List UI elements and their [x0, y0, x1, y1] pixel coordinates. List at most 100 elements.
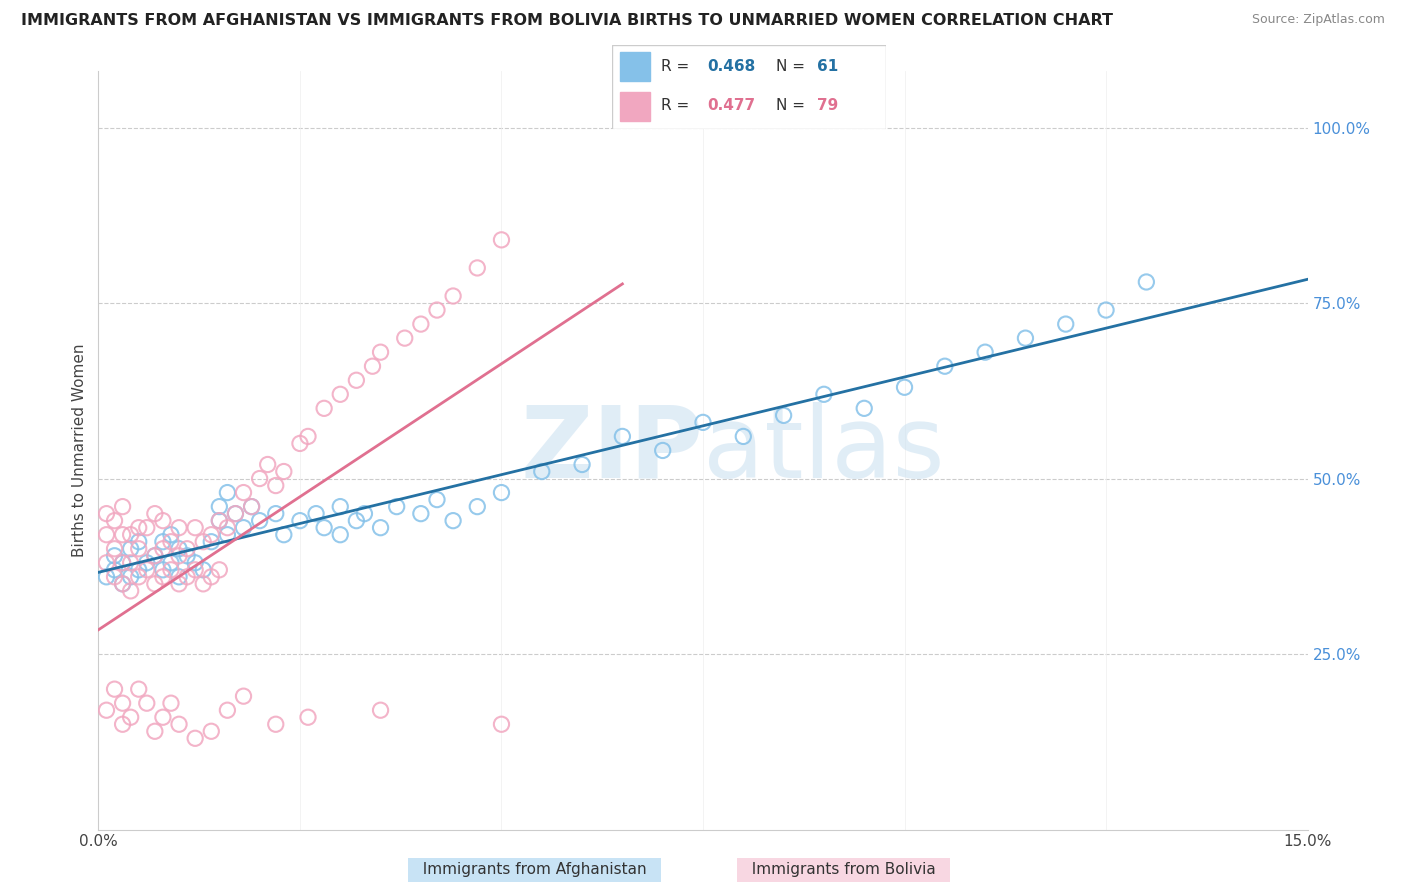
Point — [167, 570, 190, 584]
Point — [200, 527, 222, 541]
Point — [120, 583, 142, 598]
Point — [111, 577, 134, 591]
Point — [217, 703, 239, 717]
Point — [193, 563, 215, 577]
Point — [184, 731, 207, 746]
Point — [111, 696, 134, 710]
Point — [103, 549, 125, 563]
Point — [96, 703, 118, 717]
Point — [160, 534, 183, 549]
Point — [111, 556, 134, 570]
Point — [465, 500, 488, 514]
Point — [135, 563, 157, 577]
Point — [370, 703, 392, 717]
Point — [441, 289, 464, 303]
Point — [120, 570, 142, 584]
Point — [160, 556, 183, 570]
Point — [208, 500, 231, 514]
Text: 79: 79 — [817, 98, 838, 112]
Point — [733, 429, 755, 443]
Point — [361, 359, 384, 374]
Point — [152, 563, 174, 577]
Point — [184, 556, 207, 570]
FancyBboxPatch shape — [612, 45, 886, 129]
Point — [1014, 331, 1036, 345]
Text: IMMIGRANTS FROM AFGHANISTAN VS IMMIGRANTS FROM BOLIVIA BIRTHS TO UNMARRIED WOMEN: IMMIGRANTS FROM AFGHANISTAN VS IMMIGRANT… — [21, 13, 1114, 29]
Point — [128, 682, 150, 697]
Text: R =: R = — [661, 98, 695, 112]
Text: R =: R = — [661, 59, 695, 74]
Point — [394, 331, 416, 345]
Point — [111, 577, 134, 591]
Text: N =: N = — [776, 59, 810, 74]
Point — [571, 458, 593, 472]
Point — [249, 514, 271, 528]
Point — [152, 541, 174, 556]
Point — [1135, 275, 1157, 289]
Text: Immigrants from Bolivia: Immigrants from Bolivia — [742, 863, 945, 877]
Point — [692, 416, 714, 430]
Point — [143, 724, 166, 739]
Text: Immigrants from Afghanistan: Immigrants from Afghanistan — [412, 863, 657, 877]
Point — [491, 717, 513, 731]
Point — [193, 534, 215, 549]
Point — [813, 387, 835, 401]
Point — [409, 317, 432, 331]
Point — [128, 534, 150, 549]
Point — [128, 521, 150, 535]
Point — [103, 682, 125, 697]
Point — [441, 514, 464, 528]
Point — [160, 527, 183, 541]
Point — [128, 563, 150, 577]
Point — [167, 577, 190, 591]
Point — [152, 570, 174, 584]
Point — [1054, 317, 1077, 331]
Point — [120, 541, 142, 556]
Text: N =: N = — [776, 98, 810, 112]
Point — [111, 500, 134, 514]
Point — [853, 401, 876, 416]
Point — [409, 507, 432, 521]
Point — [329, 500, 352, 514]
Point — [314, 521, 336, 535]
Point — [974, 345, 997, 359]
Point — [893, 380, 915, 394]
Point — [530, 465, 553, 479]
Point — [329, 387, 352, 401]
Point — [96, 507, 118, 521]
FancyBboxPatch shape — [620, 92, 650, 120]
Point — [200, 534, 222, 549]
Point — [264, 478, 287, 492]
Point — [344, 373, 367, 387]
Point — [103, 563, 125, 577]
Point — [273, 527, 295, 541]
Point — [208, 514, 231, 528]
Point — [152, 710, 174, 724]
Point — [143, 577, 166, 591]
Point — [264, 507, 287, 521]
Point — [232, 689, 254, 703]
Point — [370, 521, 392, 535]
Point — [224, 507, 246, 521]
Point — [232, 485, 254, 500]
Text: Source: ZipAtlas.com: Source: ZipAtlas.com — [1251, 13, 1385, 27]
Point — [934, 359, 956, 374]
Point — [256, 458, 278, 472]
Point — [224, 507, 246, 521]
Point — [288, 514, 311, 528]
Point — [111, 717, 134, 731]
Text: atlas: atlas — [703, 402, 945, 499]
Point — [1095, 303, 1118, 318]
Point — [288, 436, 311, 450]
Point — [314, 401, 336, 416]
Point — [297, 429, 319, 443]
Point — [167, 717, 190, 731]
Point — [232, 521, 254, 535]
Point — [96, 556, 118, 570]
Point — [491, 485, 513, 500]
Point — [184, 563, 207, 577]
Point — [612, 429, 634, 443]
Point — [120, 710, 142, 724]
Point — [651, 443, 673, 458]
Point — [143, 549, 166, 563]
